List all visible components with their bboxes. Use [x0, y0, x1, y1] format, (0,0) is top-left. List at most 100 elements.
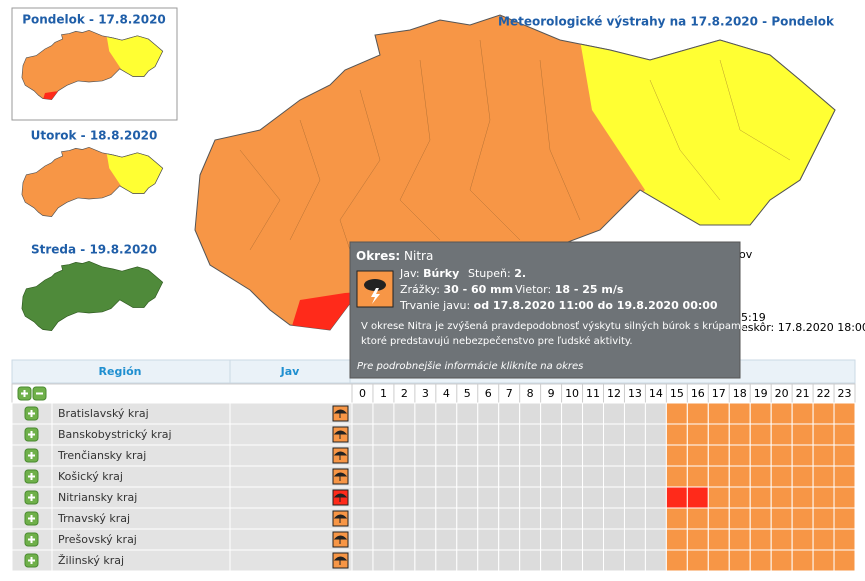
hour-cell	[414, 465, 437, 488]
hour-cell	[561, 549, 584, 572]
hour-cell	[519, 465, 542, 488]
hour-cell	[477, 507, 500, 530]
day-map[interactable]	[21, 29, 164, 100]
hour-cell	[351, 528, 374, 551]
hour-cell	[665, 402, 688, 425]
hour-cell	[477, 423, 500, 446]
hour-cell	[833, 465, 856, 488]
hour-label: 1	[380, 387, 387, 400]
hour-cell	[435, 549, 458, 572]
day-label[interactable]: Streda - 19.8.2020	[31, 243, 157, 257]
hour-cell	[833, 402, 856, 425]
hour-cell	[812, 486, 835, 509]
hour-cell	[686, 507, 709, 530]
hour-cell	[812, 528, 835, 551]
hour-cell	[833, 423, 856, 446]
hour-cell	[812, 423, 835, 446]
hour-cell	[707, 507, 730, 530]
hour-cell	[351, 402, 374, 425]
hour-cell	[623, 444, 646, 467]
hour-cell	[393, 549, 416, 572]
hour-cell	[644, 444, 667, 467]
hour-cell	[435, 444, 458, 467]
button-glyph	[23, 390, 26, 397]
hour-cell	[372, 423, 395, 446]
hour-cell	[623, 549, 646, 572]
region-name: Trnavský kraj	[57, 512, 130, 525]
hour-cell	[791, 507, 814, 530]
hour-cell	[393, 486, 416, 509]
hour-cell	[770, 465, 793, 488]
hour-cell	[393, 507, 416, 530]
hour-cell	[603, 444, 625, 467]
hour-cell	[812, 549, 835, 572]
hour-cell	[519, 528, 542, 551]
hour-cell	[351, 549, 374, 572]
hour-cell	[498, 423, 521, 446]
hour-cell	[623, 507, 646, 530]
region-name: Žilinský kraj	[58, 554, 124, 567]
hour-cell	[393, 528, 416, 551]
hour-cell	[833, 444, 856, 467]
hour-label: 20	[775, 387, 789, 400]
hour-cell	[477, 528, 500, 551]
hour-label: 5	[464, 387, 471, 400]
hour-cell	[372, 507, 395, 530]
hour-cell	[498, 486, 521, 509]
hour-cell	[833, 528, 856, 551]
hour-label: 16	[691, 387, 705, 400]
hour-cell	[372, 444, 395, 467]
day-map[interactable]	[21, 146, 164, 217]
hour-cell	[728, 507, 751, 530]
hour-cell	[770, 507, 793, 530]
hour-cell	[749, 423, 772, 446]
hour-cell	[519, 402, 542, 425]
hour-cell	[477, 549, 500, 572]
hour-cell	[498, 465, 521, 488]
hour-cell	[728, 444, 751, 467]
hour-label: 14	[649, 387, 663, 400]
hour-label: 13	[628, 387, 642, 400]
day-label[interactable]: Pondelok - 17.8.2020	[22, 13, 166, 27]
hour-cell	[644, 402, 667, 425]
hour-label: 2	[401, 387, 408, 400]
hour-cell	[540, 528, 563, 551]
hour-cell	[623, 402, 646, 425]
hour-cell	[833, 486, 856, 509]
hour-cell	[686, 465, 709, 488]
hour-cell	[414, 444, 437, 467]
day-map[interactable]	[21, 260, 164, 331]
hour-cell	[393, 402, 416, 425]
hour-cell	[435, 402, 458, 425]
day-label[interactable]: Utorok - 18.8.2020	[31, 129, 158, 143]
region-name: Nitriansky kraj	[58, 491, 137, 504]
hour-cell	[770, 402, 793, 425]
hour-cell	[456, 486, 479, 509]
button-glyph	[30, 515, 33, 522]
hour-cell	[770, 486, 793, 509]
tooltip-heading: Okres:	[356, 249, 400, 263]
hour-cell	[791, 528, 814, 551]
hour-cell	[686, 486, 709, 509]
link[interactable]: Pre podrobnejšie informácie kliknite na …	[357, 360, 583, 372]
main-map[interactable]	[194, 14, 836, 331]
map-title: Meteorologické výstrahy na 17.8.2020 - P…	[498, 15, 835, 29]
hour-cell	[414, 507, 437, 530]
label: Trvanie javu:	[399, 299, 470, 312]
hour-cell	[435, 423, 458, 446]
svg-text:Trvanie javu: od 17.8.2020 11:: Trvanie javu: od 17.8.2020 11:00 do 19.8…	[399, 299, 718, 312]
hour-cell	[665, 486, 688, 509]
hour-cell	[498, 507, 521, 530]
hour-cell	[791, 402, 814, 425]
svg-text:Okres: Nitra: Okres: Nitra	[356, 249, 433, 263]
hour-cell	[728, 423, 751, 446]
hour-cell	[791, 549, 814, 572]
icon-glyph	[333, 535, 348, 544]
hour-cell	[665, 465, 688, 488]
hour-cell	[623, 423, 646, 446]
hour-cell	[582, 549, 605, 572]
hour-cell	[644, 423, 667, 446]
hour-label: 4	[443, 387, 450, 400]
district: Nitra	[404, 249, 433, 263]
